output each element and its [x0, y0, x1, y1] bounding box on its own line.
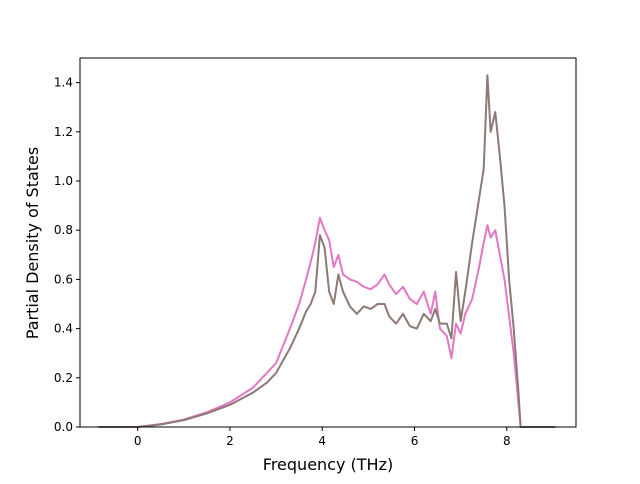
y-ticks: 0.0 0.2 0.4 0.6 0.8 1.0 1.2 1.4 [54, 76, 80, 434]
y-tick-label: 0.2 [54, 371, 73, 385]
x-tick-label: 2 [226, 434, 234, 448]
series-line-1 [98, 216, 556, 428]
y-tick-label: 1.0 [54, 174, 73, 188]
y-tick-label: 0.0 [54, 420, 73, 434]
y-tick-label: 0.8 [54, 223, 73, 237]
x-tick-label: 4 [318, 434, 326, 448]
x-axis-label: Frequency (THz) [263, 455, 393, 474]
plot-frame [79, 57, 577, 428]
x-tick-label: 6 [411, 434, 419, 448]
x-ticks: 0 2 4 6 8 [134, 427, 511, 448]
y-tick-label: 1.2 [54, 125, 73, 139]
y-axis-label: Partial Density of States [23, 147, 42, 339]
y-tick-label: 1.4 [54, 76, 73, 90]
x-tick-label: 0 [134, 434, 142, 448]
x-tick-label: 8 [503, 434, 511, 448]
y-tick-label: 0.6 [54, 272, 73, 286]
series-layer [98, 74, 556, 428]
y-tick-label: 0.4 [54, 322, 73, 336]
series-line-2 [98, 74, 556, 428]
